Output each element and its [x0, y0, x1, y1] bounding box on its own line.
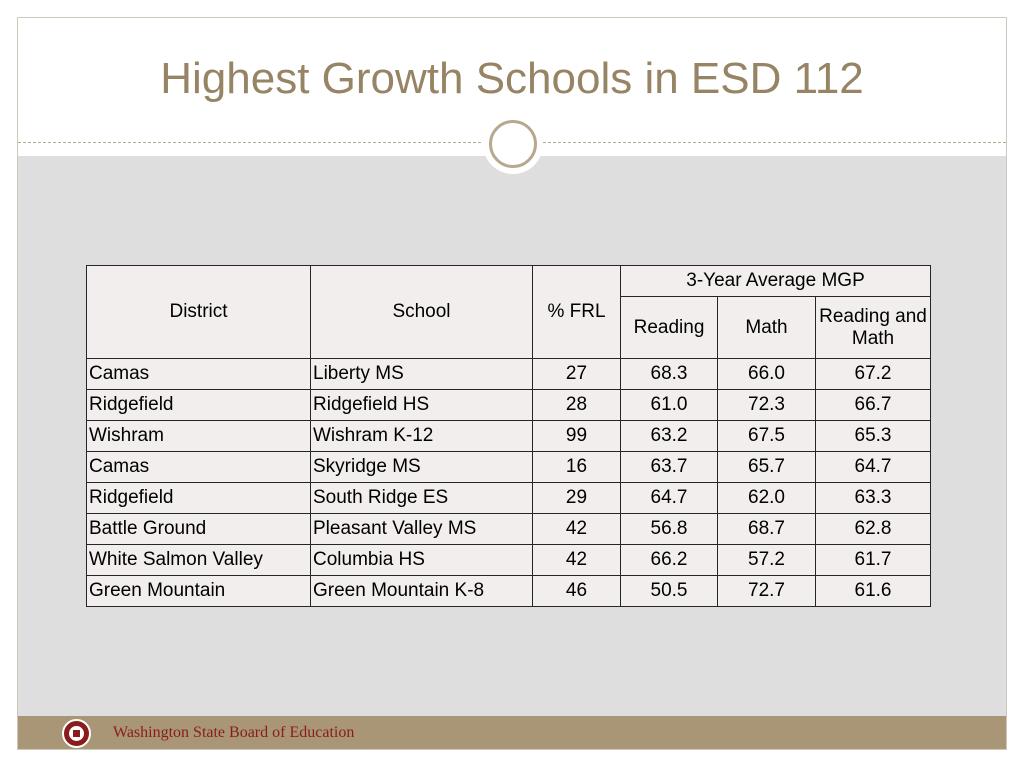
- state-seal-icon: [62, 719, 91, 748]
- cell-frl: 46: [532, 575, 621, 607]
- ornament-ring: [489, 120, 537, 168]
- cell-district: Camas: [86, 451, 311, 483]
- cell-reading: 66.2: [620, 544, 718, 576]
- cell-school: Pleasant Valley MS: [310, 513, 533, 545]
- cell-district: Battle Ground: [86, 513, 311, 545]
- table-row: Wishram Wishram K-12 99 63.2 67.5 65.3: [86, 420, 931, 452]
- cell-reading-and-math: 61.7: [815, 544, 931, 576]
- cell-frl: 16: [532, 451, 621, 483]
- cell-frl: 42: [532, 544, 621, 576]
- cell-school: South Ridge ES: [310, 482, 533, 514]
- cell-district: White Salmon Valley: [86, 544, 311, 576]
- cell-reading-and-math: 65.3: [815, 420, 931, 452]
- table-row: Battle Ground Pleasant Valley MS 42 56.8…: [86, 513, 931, 545]
- cell-frl: 28: [532, 389, 621, 421]
- footer-bar: Washington State Board of Education: [18, 716, 1006, 749]
- cell-frl: 99: [532, 420, 621, 452]
- header-frl: % FRL: [532, 265, 621, 359]
- cell-reading-and-math: 66.7: [815, 389, 931, 421]
- cell-math: 62.0: [717, 482, 816, 514]
- cell-reading-and-math: 61.6: [815, 575, 931, 607]
- cell-district: Camas: [86, 358, 311, 390]
- table-row: Camas Liberty MS 27 68.3 66.0 67.2: [86, 358, 931, 390]
- seal-inner: [69, 726, 84, 741]
- cell-school: Columbia HS: [310, 544, 533, 576]
- cell-school: Wishram K-12: [310, 420, 533, 452]
- cell-reading: 61.0: [620, 389, 718, 421]
- cell-district: Ridgefield: [86, 389, 311, 421]
- cell-reading: 64.7: [620, 482, 718, 514]
- cell-frl: 29: [532, 482, 621, 514]
- table-row: Camas Skyridge MS 16 63.7 65.7 64.7: [86, 451, 931, 483]
- cell-reading: 56.8: [620, 513, 718, 545]
- table-row: Green Mountain Green Mountain K-8 46 50.…: [86, 575, 931, 607]
- cell-school: Skyridge MS: [310, 451, 533, 483]
- cell-math: 57.2: [717, 544, 816, 576]
- cell-school: Ridgefield HS: [310, 389, 533, 421]
- table-row: Ridgefield South Ridge ES 29 64.7 62.0 6…: [86, 482, 931, 514]
- cell-frl: 27: [532, 358, 621, 390]
- cell-math: 72.7: [717, 575, 816, 607]
- slide: Highest Growth Schools in ESD 112 Distri…: [17, 17, 1007, 750]
- table-row: White Salmon Valley Columbia HS 42 66.2 …: [86, 544, 931, 576]
- cell-district: Wishram: [86, 420, 311, 452]
- cell-district: Ridgefield: [86, 482, 311, 514]
- header-district: District: [86, 265, 311, 359]
- cell-school: Green Mountain K-8: [310, 575, 533, 607]
- cell-reading-and-math: 67.2: [815, 358, 931, 390]
- cell-reading-and-math: 62.8: [815, 513, 931, 545]
- cell-math: 65.7: [717, 451, 816, 483]
- cell-district: Green Mountain: [86, 575, 311, 607]
- circle-ornament-icon: [483, 114, 543, 174]
- cell-math: 67.5: [717, 420, 816, 452]
- cell-reading-and-math: 64.7: [815, 451, 931, 483]
- seal-mark: [73, 730, 80, 737]
- cell-math: 66.0: [717, 358, 816, 390]
- table-row: Ridgefield Ridgefield HS 28 61.0 72.3 66…: [86, 389, 931, 421]
- cell-reading-and-math: 63.3: [815, 482, 931, 514]
- cell-school: Liberty MS: [310, 358, 533, 390]
- cell-reading: 63.2: [620, 420, 718, 452]
- cell-reading: 63.7: [620, 451, 718, 483]
- cell-math: 68.7: [717, 513, 816, 545]
- growth-schools-table: District School % FRL 3-Year Average MGP…: [86, 265, 931, 607]
- cell-frl: 42: [532, 513, 621, 545]
- header-school: School: [310, 265, 533, 359]
- header-3yr-avg-mgp: 3-Year Average MGP: [620, 265, 931, 297]
- footer-organization: Washington State Board of Education: [113, 724, 355, 741]
- cell-reading: 68.3: [620, 358, 718, 390]
- header-math: Math: [717, 296, 816, 359]
- slide-title: Highest Growth Schools in ESD 112: [160, 54, 864, 103]
- cell-reading: 50.5: [620, 575, 718, 607]
- header-reading: Reading: [620, 296, 718, 359]
- cell-math: 72.3: [717, 389, 816, 421]
- header-reading-and-math: Reading and Math: [815, 296, 931, 359]
